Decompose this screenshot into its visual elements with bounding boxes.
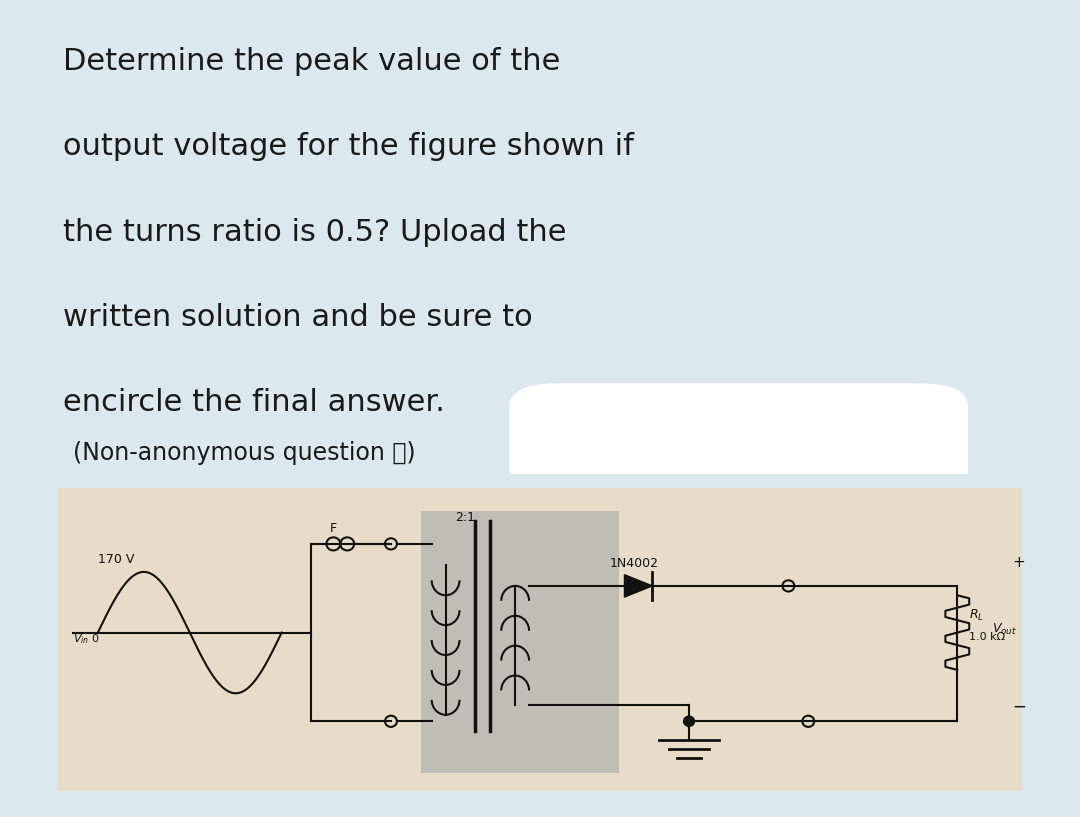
Text: encircle the final answer.: encircle the final answer. [63,389,445,417]
Text: (Non-anonymous question ⓘ): (Non-anonymous question ⓘ) [73,441,416,465]
FancyBboxPatch shape [510,384,968,519]
Text: −: − [1012,698,1026,716]
Text: $V_{out}$: $V_{out}$ [993,622,1017,636]
Text: written solution and be sure to: written solution and be sure to [63,303,532,332]
Text: the turns ratio is 0.5? Upload the: the turns ratio is 0.5? Upload the [63,218,567,247]
Text: $V_{in}$ 0: $V_{in}$ 0 [73,632,99,645]
Circle shape [684,717,694,726]
Text: F: F [329,522,337,535]
Text: 1N4002: 1N4002 [609,557,659,570]
Text: output voltage for the figure shown if: output voltage for the figure shown if [63,132,634,161]
Text: 170 V: 170 V [98,552,134,565]
Text: +: + [1012,556,1025,570]
Text: $R_L$: $R_L$ [969,608,984,623]
Bar [421,511,620,773]
Text: 2:1: 2:1 [456,511,475,524]
Text: 1.0 kΩ: 1.0 kΩ [969,632,1005,642]
Polygon shape [624,574,652,597]
Text: Determine the peak value of the: Determine the peak value of the [63,47,561,76]
